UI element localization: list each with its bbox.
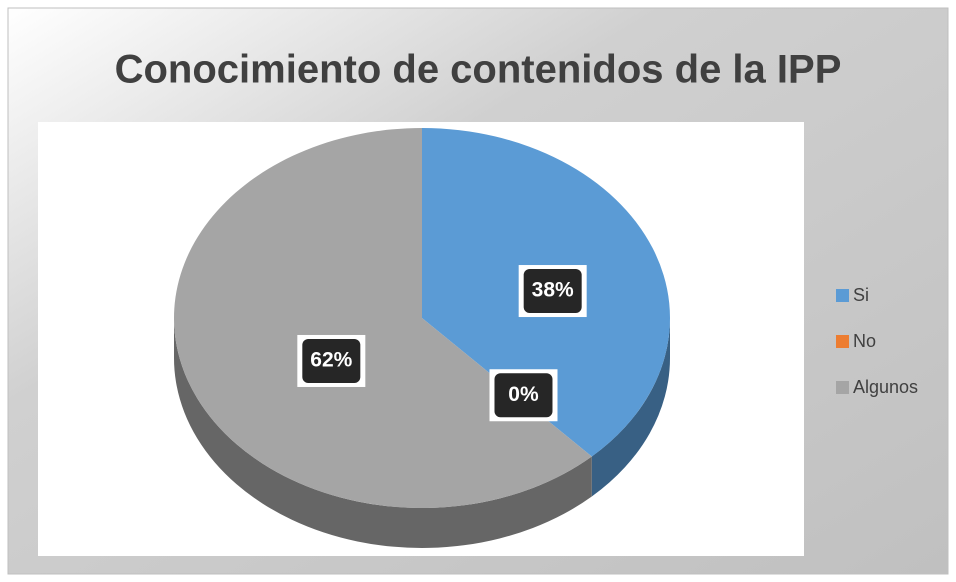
legend-swatch — [836, 289, 849, 302]
data-label: 0% — [508, 383, 539, 406]
data-label: 62% — [310, 349, 352, 372]
legend-label: No — [853, 331, 876, 351]
pie-slice — [174, 128, 592, 508]
pie-side — [174, 318, 592, 548]
legend-label: Si — [853, 285, 869, 305]
legend-swatch — [836, 335, 849, 348]
data-label-bg — [523, 269, 582, 314]
data-label: 38% — [532, 279, 574, 302]
data-label-bg — [494, 373, 553, 418]
chart-title: Conocimiento de contenidos de la IPP — [115, 48, 842, 92]
legend-swatch — [836, 381, 849, 394]
legend-label: Algunos — [853, 377, 918, 397]
pie-side — [591, 318, 670, 497]
data-label-bg — [302, 338, 361, 383]
